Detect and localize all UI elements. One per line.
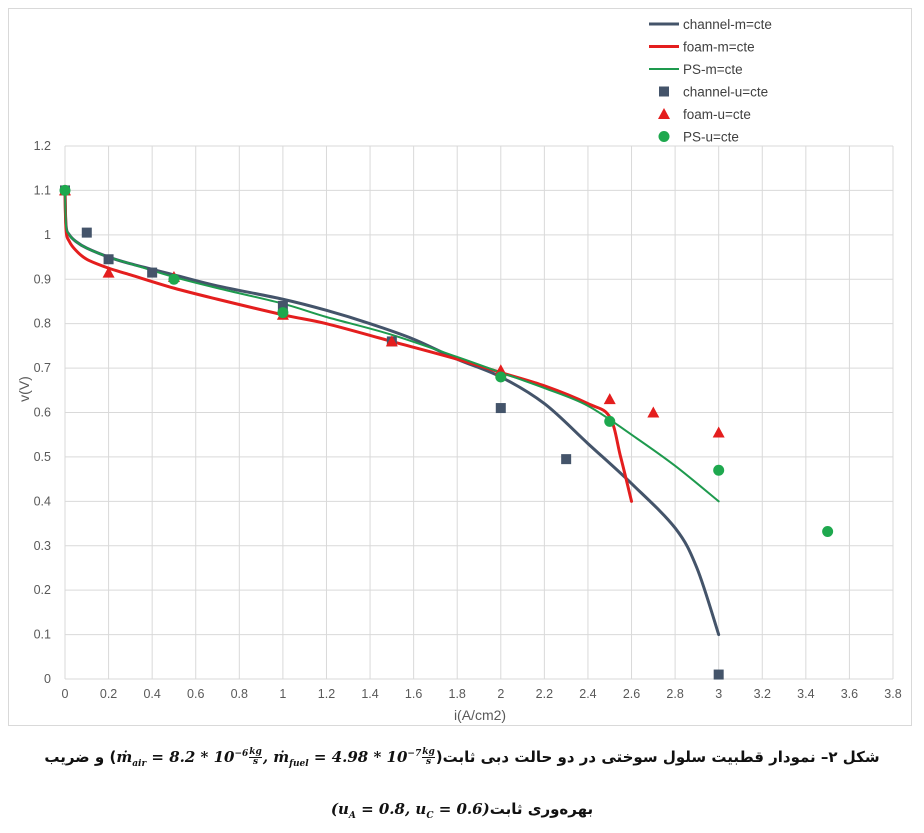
uA-value: = 0.8, u bbox=[355, 800, 427, 818]
caption-prefix: شکل ۲– نمودار قطبیت سلول سوختی در دو حال… bbox=[442, 748, 880, 766]
channel-u-marker bbox=[561, 454, 572, 465]
channel-u-marker bbox=[495, 403, 506, 414]
x-tick-label: 0.4 bbox=[143, 687, 160, 701]
chart-svg: 0 0.2 0.4 0.6 0.8 1 1.2 1.4 1.6 1.8 2 2.2 2.4 2.6 2.8 3… bbox=[16, 17, 902, 723]
fuel-subscript: fuel bbox=[289, 759, 309, 769]
y-tick-label: 1 bbox=[44, 228, 51, 242]
x-tick-label: 2.2 bbox=[536, 687, 553, 701]
ps-u-marker bbox=[59, 184, 71, 196]
air-exponent: −6 bbox=[234, 749, 249, 759]
x-tick-label: 3.2 bbox=[754, 687, 771, 701]
x-tick-label: 3 bbox=[715, 687, 722, 701]
legend-label: PS-m=cte bbox=[683, 62, 743, 77]
legend: channel-m=cte foam-m=cte PS-m=cte channel-u… bbox=[649, 17, 772, 145]
y-tick-label: 0.7 bbox=[34, 361, 51, 375]
x-tick-label: 2.4 bbox=[579, 687, 596, 701]
channel-u-marker bbox=[713, 669, 724, 680]
gridlines bbox=[64, 145, 894, 680]
legend-swatch-triangle bbox=[658, 108, 670, 119]
caption-line2-text: بهره‌وری ثابت bbox=[489, 800, 594, 818]
u-open: (u bbox=[330, 800, 349, 818]
legend-label: PS-u=cte bbox=[683, 130, 739, 145]
x-tick-label: 0.6 bbox=[187, 687, 204, 701]
frac-den-2: s bbox=[425, 757, 432, 767]
y-tick-label: 0.8 bbox=[34, 317, 51, 331]
x-axis-title: i(A/cm2) bbox=[454, 707, 506, 723]
ps-u-marker bbox=[277, 307, 289, 319]
channel-u-marker bbox=[103, 254, 114, 265]
fuel-unit-fraction: kg s bbox=[422, 748, 435, 767]
figure-caption-line-1: شکل ۲– نمودار قطبیت سلول سوختی در دو حال… bbox=[0, 747, 924, 770]
ps-u-marker bbox=[495, 371, 507, 383]
frac-den: s bbox=[253, 757, 259, 767]
foam-u-marker bbox=[102, 266, 115, 278]
series-line-foam-m=cte bbox=[63, 188, 634, 503]
y-tick-label: 0.5 bbox=[34, 450, 51, 464]
y-axis-title: v(V) bbox=[16, 376, 32, 402]
x-tick-label: 3.6 bbox=[841, 687, 858, 701]
air-value: = 8.2 * 10 bbox=[146, 748, 235, 766]
y-tick-label: 0.9 bbox=[34, 272, 51, 286]
x-tick-label: 3.8 bbox=[884, 687, 901, 701]
ps-u-marker bbox=[713, 464, 725, 476]
series-markers bbox=[59, 184, 834, 680]
legend-label: foam-u=cte bbox=[683, 107, 751, 122]
y-tick-label: 0.2 bbox=[34, 583, 51, 597]
y-tick-label: 1.1 bbox=[34, 183, 51, 197]
y-tick-label: 0.4 bbox=[34, 494, 51, 508]
legend-swatch-square bbox=[659, 86, 669, 97]
uA-subscript: A bbox=[348, 811, 356, 821]
caption-formula: (ṁair = 8.2 * 10−6 kg s, ṁfuel = 4.98 * 10… bbox=[109, 747, 443, 770]
foam-u-marker bbox=[647, 406, 660, 418]
y-tick-label: 1.2 bbox=[34, 139, 51, 153]
frac-num-2: kg bbox=[422, 747, 435, 758]
x-tick-label: 0.2 bbox=[100, 687, 117, 701]
channel-u-marker bbox=[81, 227, 92, 238]
mdot-air: ṁ bbox=[116, 748, 133, 766]
caption-utilization-formula: (uA = 0.8, uC = 0.6) bbox=[330, 800, 490, 821]
fuel-exponent: −7 bbox=[407, 749, 422, 759]
air-unit-fraction: kg s bbox=[249, 748, 262, 767]
ps-u-marker bbox=[604, 415, 616, 427]
x-tick-label: 2 bbox=[497, 687, 504, 701]
uC-subscript: C bbox=[426, 811, 434, 821]
x-tick-label: 2.6 bbox=[623, 687, 640, 701]
x-tick-label: 0.8 bbox=[231, 687, 248, 701]
y-tick-label: 0.6 bbox=[34, 406, 51, 420]
foam-u-marker bbox=[385, 335, 398, 347]
legend-swatch-circle bbox=[658, 131, 670, 142]
figure-caption-line-2: بهره‌وری ثابت(uA = 0.8, uC = 0.6) bbox=[0, 800, 924, 821]
channel-u-marker bbox=[147, 267, 158, 278]
legend-label: foam-m=cte bbox=[683, 40, 755, 55]
x-tick-label: 3.4 bbox=[797, 687, 814, 701]
x-tick-label: 0 bbox=[62, 687, 69, 701]
x-tick-label: 2.8 bbox=[666, 687, 683, 701]
x-tick-label: 1.6 bbox=[405, 687, 422, 701]
y-tick-label: 0.3 bbox=[34, 539, 51, 553]
caption-suffix: و ضریب bbox=[44, 748, 110, 766]
x-tick-label: 1.2 bbox=[318, 687, 335, 701]
foam-u-marker bbox=[712, 426, 725, 438]
tick-labels: 0 0.2 0.4 0.6 0.8 1 1.2 1.4 1.6 1.8 2 2.2 2.4 2.6 2.8 3… bbox=[34, 139, 902, 701]
legend-label: channel-m=cte bbox=[683, 17, 772, 32]
foam-u-marker bbox=[603, 393, 616, 405]
x-tick-label: 1.8 bbox=[449, 687, 466, 701]
y-tick-label: 0.1 bbox=[34, 628, 51, 642]
y-tick-label: 0 bbox=[44, 672, 51, 686]
frac-num: kg bbox=[249, 747, 262, 758]
legend-label: channel-u=cte bbox=[683, 85, 768, 100]
fuel-value: = 4.98 * 10 bbox=[308, 748, 408, 766]
ps-u-marker bbox=[822, 526, 834, 538]
uC-value: = 0.6) bbox=[433, 800, 490, 818]
air-subscript: air bbox=[132, 759, 147, 769]
x-tick-label: 1.4 bbox=[361, 687, 378, 701]
channel-u-marker bbox=[277, 300, 288, 311]
ps-u-marker bbox=[168, 273, 180, 285]
chart-area: 0 0.2 0.4 0.6 0.8 1 1.2 1.4 1.6 1.8 2 2.2 2.4 2.6 2.8 3… bbox=[8, 8, 912, 726]
x-tick-label: 1 bbox=[279, 687, 286, 701]
